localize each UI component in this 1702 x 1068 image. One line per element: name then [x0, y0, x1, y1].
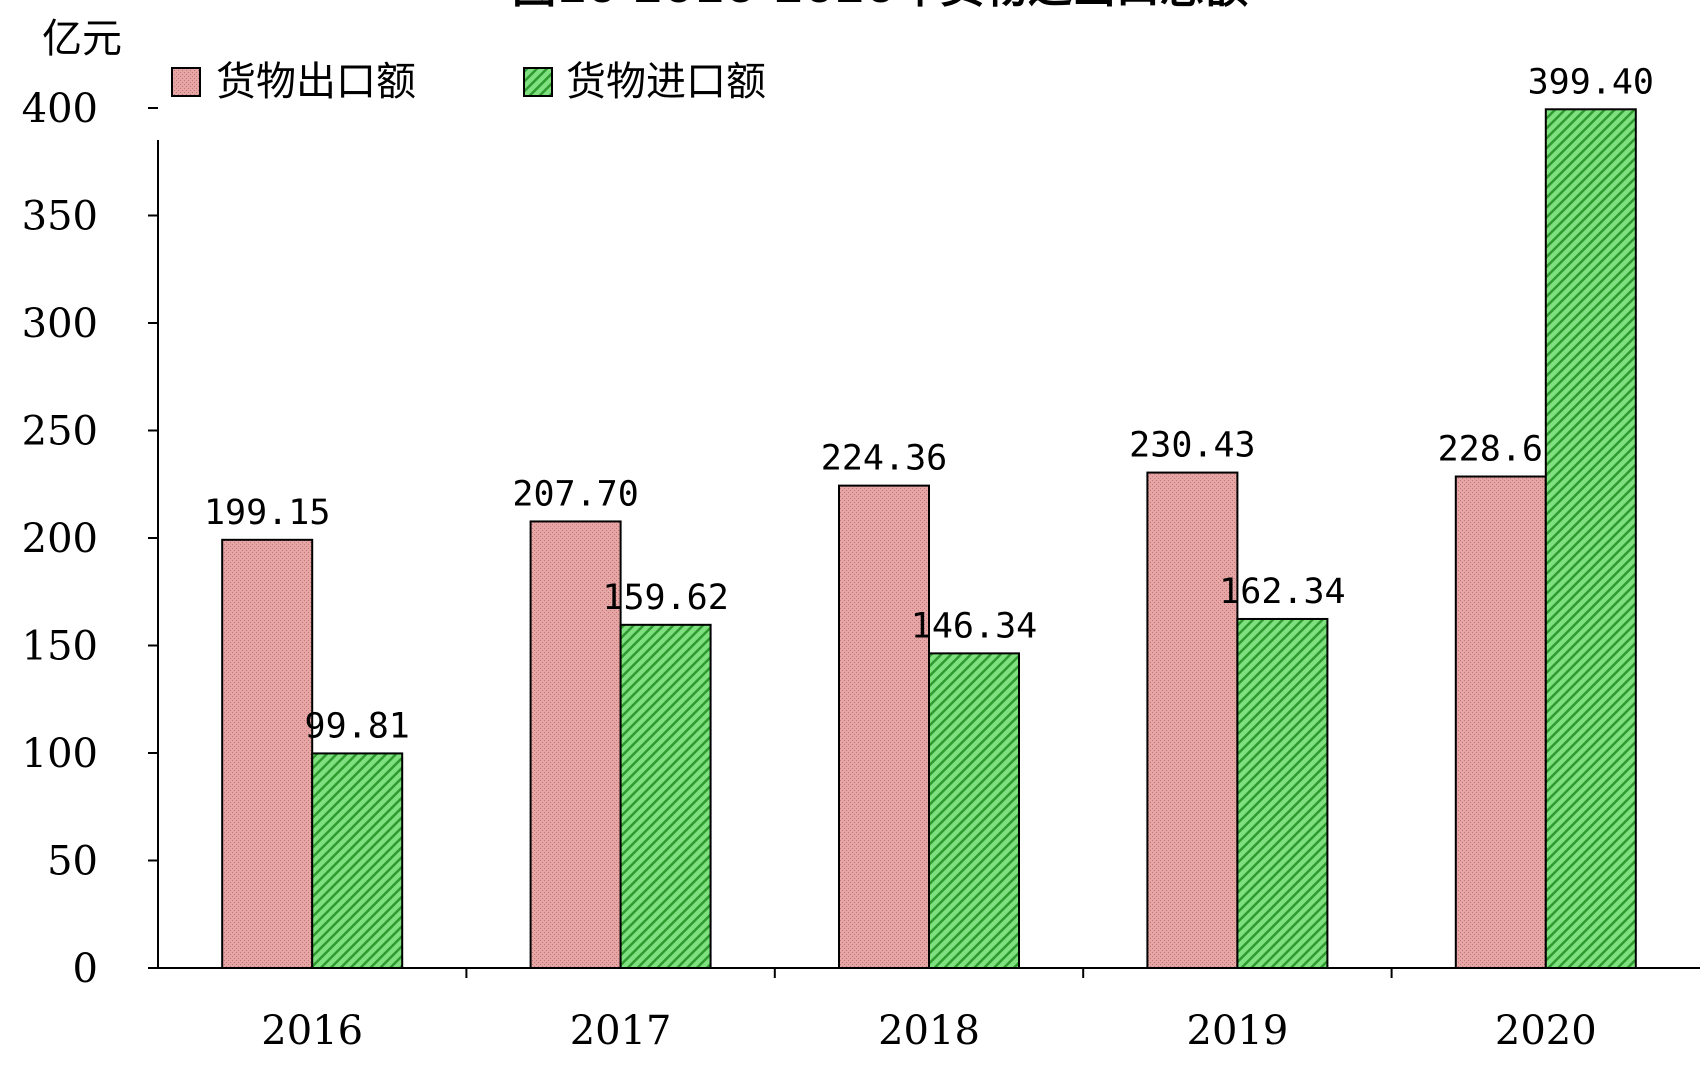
x-category-label: 2018: [878, 1008, 980, 1054]
data-label-import: 146.34: [911, 606, 1037, 646]
y-tick-label: 0: [73, 946, 98, 992]
legend-label-export: 货物出口额: [216, 59, 416, 105]
y-tick-label: 350: [22, 194, 98, 240]
y-tick-label: 400: [22, 86, 98, 132]
data-label-import: 159.62: [602, 578, 728, 618]
data-label-export: 207.70: [512, 474, 638, 514]
bar-import: [928, 652, 1020, 970]
x-category-label: 2019: [1187, 1008, 1289, 1054]
legend-label-import: 货物进口额: [566, 59, 766, 105]
data-label-export: 228.60: [1438, 430, 1564, 470]
bar-import: [311, 752, 404, 970]
data-label-import: 99.81: [305, 706, 410, 746]
bar-import: [1544, 108, 1637, 970]
y-tick-label: 200: [22, 516, 98, 562]
bar-export: [1146, 471, 1239, 969]
y-tick-label: 50: [47, 839, 98, 885]
y-tick-label: 100: [22, 731, 98, 777]
bar-import: [619, 623, 712, 970]
data-label-import: 162.34: [1219, 572, 1345, 612]
legend-swatch-export: [171, 67, 201, 97]
y-tick-label: 250: [22, 409, 98, 455]
y-tick-label: 150: [22, 624, 98, 670]
bar-export: [529, 520, 622, 969]
data-label-export: 224.36: [821, 439, 947, 479]
data-label-import: 399.40: [1528, 62, 1654, 102]
bar-import: [1236, 617, 1329, 969]
bar-export: [838, 484, 930, 969]
data-label-export: 199.15: [204, 493, 330, 533]
legend-swatch-import: [523, 67, 553, 97]
chart-title: 图10 2016-2020年货物进出口总额: [512, 0, 1248, 13]
legend: 货物出口额 货物进口额: [171, 59, 766, 105]
bar-export: [1454, 475, 1547, 969]
x-category-label: 2020: [1495, 1008, 1597, 1054]
data-label-export: 230.43: [1129, 426, 1255, 466]
x-category-label: 2016: [261, 1008, 363, 1054]
plot-area: 0 50 100 150 200 250 300 350 400 199.15 99.81 2016 2…: [22, 62, 1700, 1054]
y-tick-label: 300: [22, 301, 98, 347]
x-category-label: 2017: [570, 1008, 672, 1054]
y-axis-unit-label: 亿元: [42, 16, 122, 62]
bar-export: [221, 538, 314, 969]
